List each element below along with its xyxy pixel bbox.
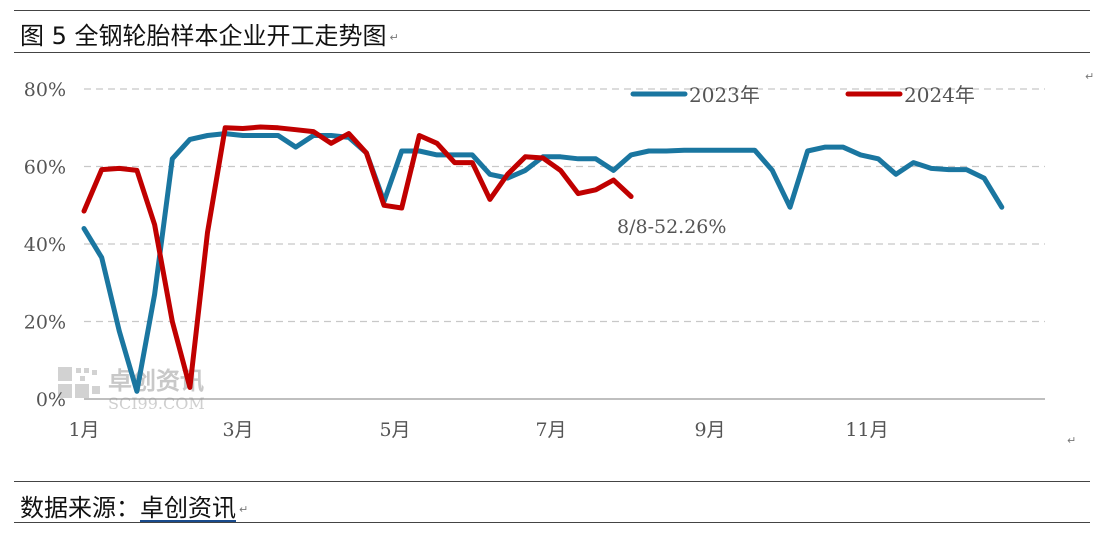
paragraph-mark: ↵ — [239, 502, 249, 516]
line-chart: 卓创资讯 SCI99.COM 0%20%40%60%80% 1月 3月 5月 7月 9月… — [24, 79, 1045, 441]
legend-label: 2024年 — [904, 83, 975, 107]
annotations: 8/8-52.26% — [617, 216, 726, 238]
legend-label: 2023年 — [689, 83, 760, 107]
y-tick-label: 60% — [24, 157, 66, 179]
source-link[interactable]: 卓创资讯 — [140, 494, 236, 522]
paragraph-mark: ↵ — [1085, 70, 1095, 83]
bottom-rule — [14, 522, 1090, 523]
watermark-logo-icon — [58, 367, 100, 398]
figure-title: 图 5 全钢轮胎样本企业开工走势图 ↵ — [20, 22, 399, 50]
series-line — [81, 131, 1005, 394]
source-prefix: 数据来源： — [20, 494, 140, 522]
annotation-label: 8/8-52.26% — [617, 216, 726, 238]
series-lines — [81, 124, 1005, 394]
paragraph-mark: ↵ — [389, 30, 399, 44]
x-tick-label: 3月 — [222, 419, 253, 441]
chart-bottom-rule — [14, 481, 1090, 482]
x-tick-label: 7月 — [535, 419, 566, 441]
x-tick-label: 5月 — [379, 419, 410, 441]
top-rule — [14, 10, 1090, 11]
y-tick-label: 0% — [36, 389, 66, 411]
title-rule — [14, 52, 1090, 53]
y-tick-label: 80% — [24, 79, 66, 101]
series-line — [81, 124, 634, 390]
y-tick-label: 20% — [24, 312, 66, 334]
source-line: 数据来源：卓创资讯 ↵ — [20, 488, 248, 523]
x-axis-ticks: 1月 3月 5月 7月 9月 11月 — [68, 419, 888, 441]
watermark-text-en: SCI99.COM — [108, 394, 205, 413]
x-tick-label: 11月 — [845, 419, 888, 441]
x-tick-label: 9月 — [694, 419, 725, 441]
legend: 2023年 2024年 — [630, 83, 975, 107]
paragraph-mark: ↵ — [1067, 434, 1077, 447]
y-axis-ticks: 0% 20% 40% 60% 80% — [24, 79, 66, 411]
grid-lines — [84, 88, 1045, 323]
x-tick-label: 1月 — [68, 419, 99, 441]
y-tick-label: 40% — [24, 234, 66, 256]
